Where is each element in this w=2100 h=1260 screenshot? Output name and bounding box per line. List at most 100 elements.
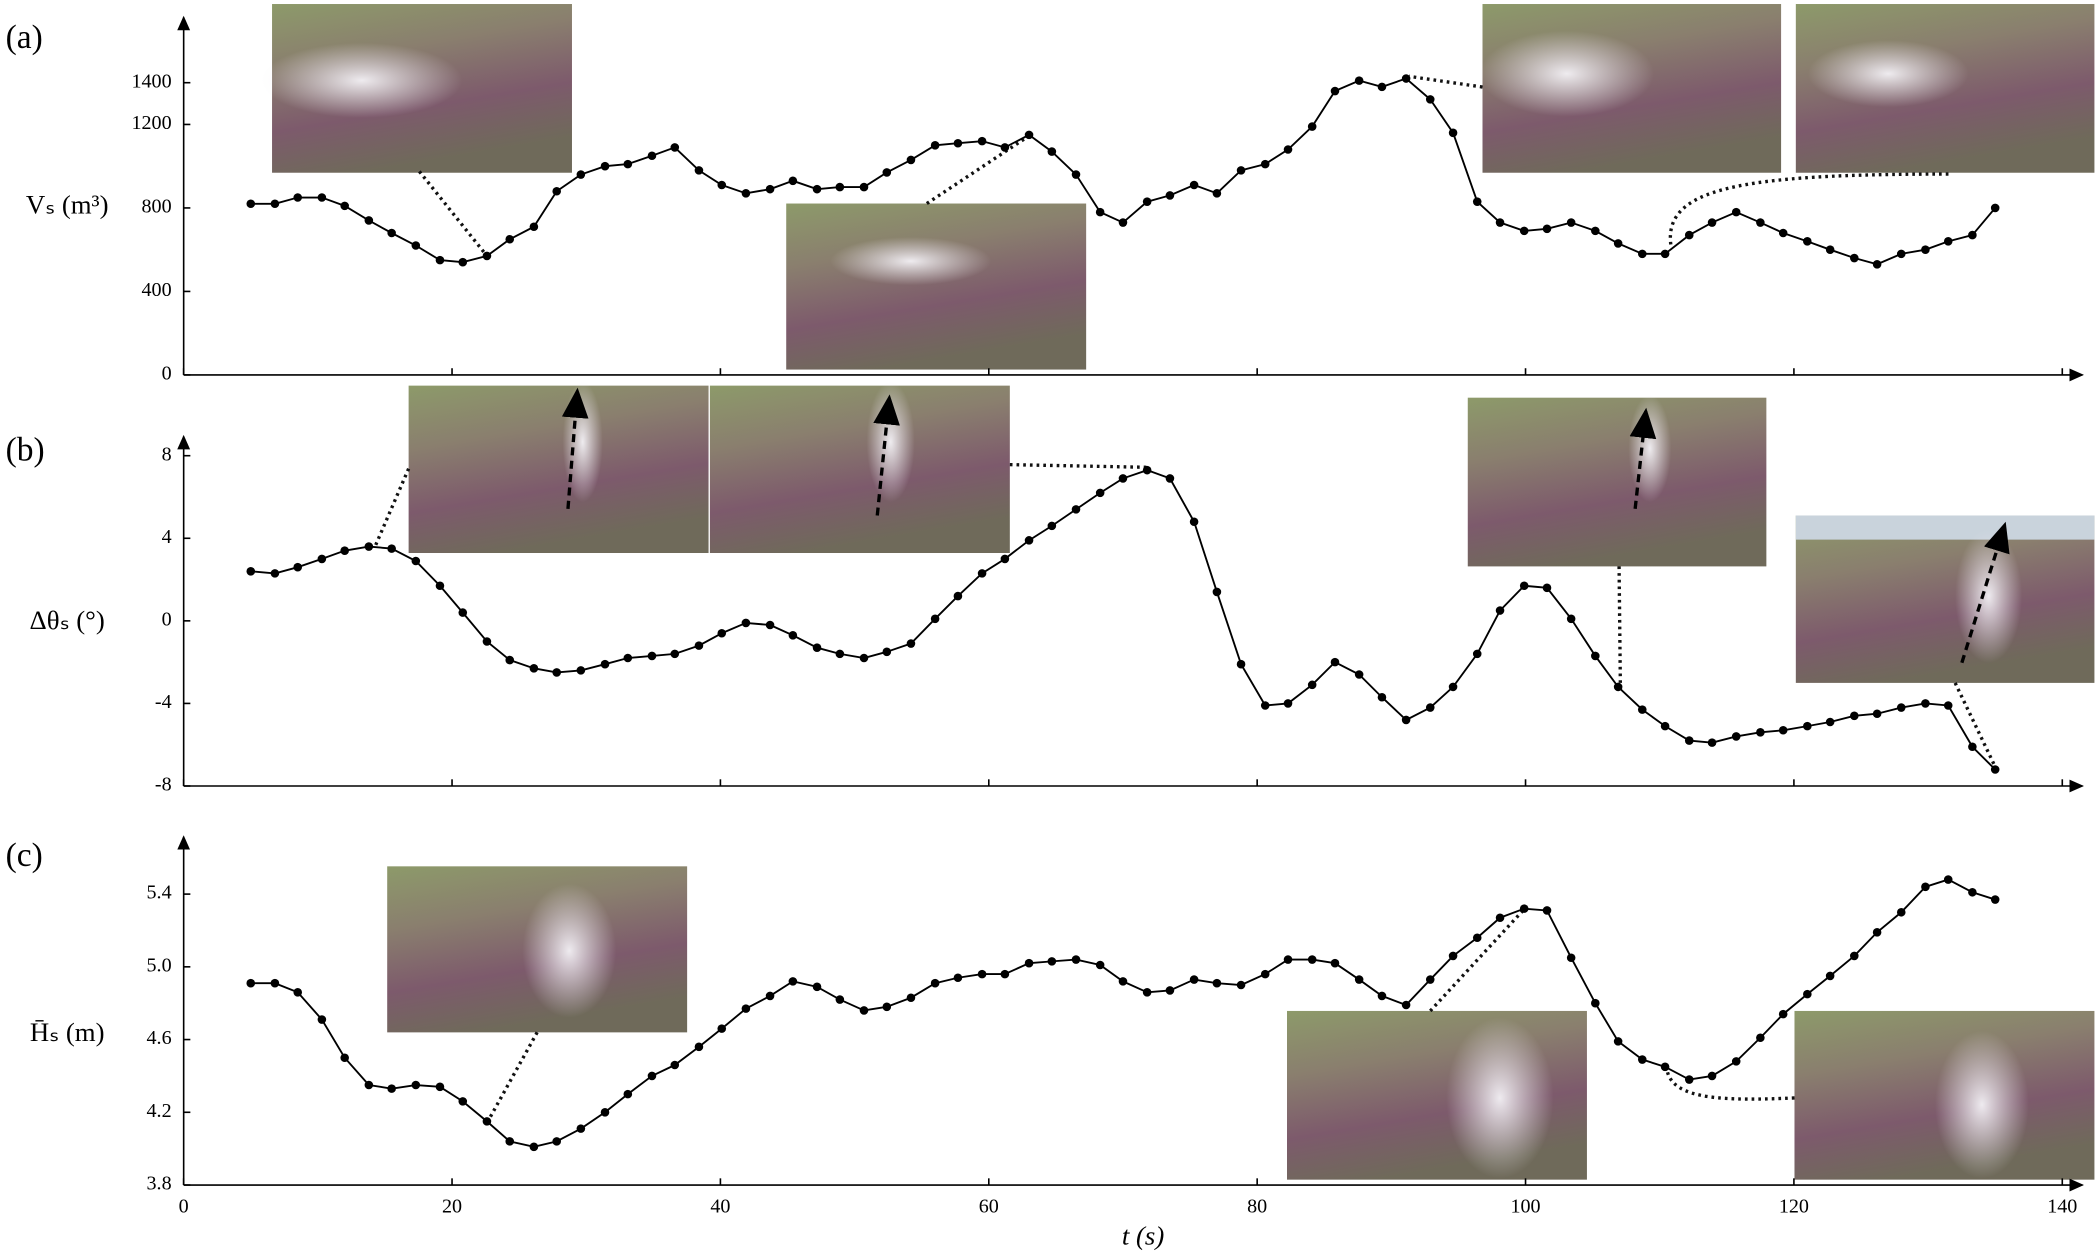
y-tick-label: 4.2 <box>147 1100 172 1122</box>
data-point <box>505 655 515 665</box>
photo <box>1795 4 2095 173</box>
data-point <box>741 618 751 628</box>
data-point <box>1591 226 1600 236</box>
x-tick-label: 120 <box>1779 1195 1809 1217</box>
data-point <box>765 184 775 194</box>
data-point <box>1377 991 1387 1001</box>
data-point <box>1307 955 1317 964</box>
data-point <box>600 659 610 669</box>
insets <box>261 4 2095 1180</box>
data-point <box>930 614 940 624</box>
data-point <box>552 1137 561 1146</box>
data-point <box>552 668 561 677</box>
data-point <box>1872 260 1882 269</box>
data-point <box>1024 130 1034 140</box>
data-point <box>1354 670 1364 679</box>
data-point <box>1095 960 1105 970</box>
data-point <box>458 257 468 267</box>
data-point <box>1118 474 1128 483</box>
data-point <box>1212 587 1222 597</box>
data-point <box>623 159 633 169</box>
data-point <box>1637 249 1647 259</box>
data-point <box>1000 554 1010 564</box>
panel: -8 -4 0 4 8 (b) Δθₛ (°) <box>6 431 2084 796</box>
data-point <box>1684 1075 1694 1084</box>
data-point <box>1495 606 1505 615</box>
data-point <box>1990 203 2000 213</box>
data-point <box>1968 742 1977 752</box>
data-point <box>458 608 468 617</box>
data-point <box>882 647 892 657</box>
data-point <box>1095 207 1105 217</box>
data-point <box>317 193 327 202</box>
data-point <box>1872 709 1882 719</box>
data-point <box>1212 978 1222 988</box>
data-point <box>1425 95 1435 104</box>
data-point <box>1071 505 1081 514</box>
data-point <box>1377 692 1387 702</box>
data-point <box>835 182 845 192</box>
data-point <box>600 161 610 171</box>
data-point <box>293 987 303 997</box>
data-point <box>1921 882 1930 892</box>
data-point <box>387 228 396 238</box>
data-point <box>859 1006 869 1015</box>
data-point <box>1613 239 1623 248</box>
data-point <box>435 255 445 265</box>
data-point <box>859 182 869 192</box>
data-point <box>1943 237 1953 246</box>
panel-label: (a) <box>6 19 43 56</box>
y-tick-label: 4 <box>162 526 172 548</box>
data-point <box>1731 207 1741 217</box>
data-point <box>670 1060 680 1070</box>
data-point <box>1377 82 1387 92</box>
data-point <box>340 201 349 211</box>
data-point <box>1968 230 1977 240</box>
data-point <box>717 1024 727 1033</box>
data-point <box>812 982 822 992</box>
data-point <box>717 180 727 190</box>
data-point <box>1542 583 1552 593</box>
data-point <box>1283 699 1293 708</box>
data-point <box>977 569 987 578</box>
x-tick-label: 0 <box>179 1195 189 1217</box>
x-tick-label: 60 <box>979 1195 999 1217</box>
data-point <box>1990 765 2000 774</box>
data-point <box>1519 904 1529 913</box>
data-point <box>1825 245 1835 254</box>
data-point <box>1542 906 1552 915</box>
data-point <box>1519 226 1529 236</box>
data-point <box>1921 245 1930 254</box>
data-point <box>1472 197 1482 206</box>
data-point <box>293 562 303 572</box>
data-point <box>1566 218 1576 227</box>
data-point <box>1425 975 1435 984</box>
data-point <box>623 653 633 663</box>
data-point <box>1896 249 1906 259</box>
data-point <box>694 1042 704 1052</box>
data-point <box>812 184 822 194</box>
data-point <box>482 251 492 261</box>
data-point <box>529 222 539 232</box>
data-point <box>411 556 421 566</box>
x-tick-label: 40 <box>710 1195 730 1217</box>
data-point <box>1283 145 1293 154</box>
data-point <box>364 216 374 225</box>
data-point <box>1071 955 1081 964</box>
data-point <box>1000 969 1010 979</box>
data-point <box>576 170 586 179</box>
data-point <box>953 138 963 148</box>
photo <box>1467 395 1767 567</box>
photo <box>1794 1010 2095 1180</box>
photo <box>709 381 1010 554</box>
data-point <box>505 234 515 244</box>
data-point <box>1448 951 1458 961</box>
data-point <box>1095 488 1105 498</box>
data-point <box>1307 680 1317 690</box>
data-point <box>1472 649 1482 659</box>
data-point <box>246 199 256 209</box>
panel: 0 400 800 1200 1400 (a) Vₛ (m³) <box>6 15 2084 385</box>
data-point <box>1542 224 1552 234</box>
data-point <box>1354 76 1364 85</box>
data-point <box>835 649 845 659</box>
